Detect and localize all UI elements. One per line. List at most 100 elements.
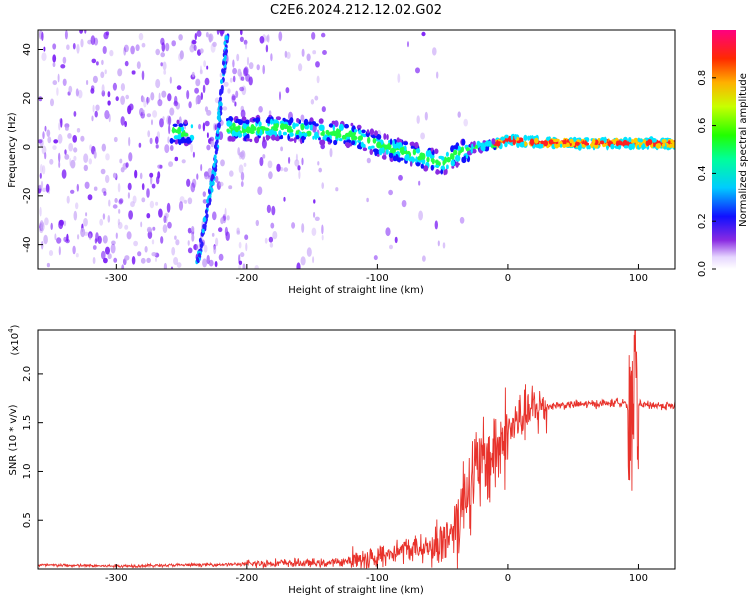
noise-speckle: [191, 226, 195, 233]
noise-speckle: [100, 71, 105, 79]
noise-speckle: [52, 43, 57, 50]
noise-speckle: [92, 104, 95, 113]
noise-speckle: [91, 58, 97, 64]
noise-speckle: [193, 44, 197, 52]
streak-cell: [209, 181, 213, 187]
noise-speckle: [70, 159, 76, 169]
noise-speckle: [297, 165, 301, 171]
y-tick-label: 20: [22, 92, 33, 105]
ridge-cell: [415, 156, 418, 163]
noise-speckle: [83, 153, 89, 163]
noise-speckle: [125, 162, 129, 168]
noise-speckle: [158, 92, 161, 101]
ridge-cell: [369, 128, 375, 136]
ridge-cell: [484, 141, 487, 147]
noise-speckle: [240, 252, 245, 258]
noise-speckle: [44, 125, 47, 132]
ridge-cell: [415, 148, 421, 154]
noise-speckle: [206, 254, 210, 265]
noise-speckle: [117, 221, 123, 230]
noise-speckle: [57, 133, 63, 144]
noise-speckle: [258, 106, 263, 113]
noise-speckle: [70, 189, 75, 194]
noise-speckle: [198, 123, 202, 130]
noise-speckle: [137, 251, 142, 257]
noise-speckle: [131, 70, 136, 75]
noise-speckle: [212, 211, 217, 221]
noise-speckle: [170, 266, 174, 269]
noise-speckle: [108, 199, 111, 207]
ridge-cell: [177, 134, 182, 140]
ridge-cell: [178, 123, 184, 128]
ridge-cell: [320, 132, 324, 136]
ridge-cell: [450, 153, 454, 158]
ridge-cell: [289, 117, 294, 124]
noise-speckle: [80, 135, 85, 142]
noise-speckle: [92, 245, 97, 250]
noise-speckle: [152, 110, 158, 118]
noise-speckle: [178, 201, 184, 211]
noise-speckle: [199, 48, 204, 54]
bottom-y-axis: 0.5 1.0 1.5 2.0: [22, 366, 43, 528]
x-tick-label: 100: [629, 573, 648, 584]
ridge-cell: [543, 140, 549, 147]
noise-speckle: [158, 208, 163, 218]
ridge-cell: [374, 130, 378, 137]
noise-speckle: [151, 239, 155, 245]
ridge-cell: [504, 134, 509, 139]
ridge-cell: [279, 136, 284, 140]
ridge-cell: [491, 138, 496, 145]
noise-speckle: [267, 160, 273, 169]
ridge-cell: [392, 155, 398, 162]
noise-speckle: [204, 120, 210, 127]
noise-speckle: [194, 33, 197, 41]
noise-speckle: [244, 234, 249, 240]
ridge-cell: [235, 118, 241, 122]
ridge-cell: [440, 169, 444, 175]
ridge-cell: [178, 137, 182, 146]
noise-speckle: [268, 110, 272, 116]
noise-speckle: [240, 76, 245, 81]
ridge-cell: [409, 161, 413, 167]
noise-speckle: [95, 232, 99, 242]
noise-speckle: [139, 172, 143, 180]
ridge-cell: [338, 138, 343, 142]
noise-speckle: [110, 243, 116, 254]
ridge-cell: [638, 138, 644, 143]
noise-speckle: [157, 99, 163, 107]
noise-speckle: [104, 110, 110, 120]
ridge-cell: [171, 139, 176, 143]
noise-speckle: [84, 181, 90, 189]
noise-speckle: [397, 73, 401, 83]
noise-speckle: [46, 129, 51, 137]
noise-speckle: [279, 91, 281, 101]
ridge-cell: [300, 135, 306, 141]
noise-speckle: [150, 92, 155, 101]
colorbar-tick-label: 0.0: [697, 261, 708, 277]
ridge-cell: [527, 135, 530, 141]
noise-speckle: [49, 158, 54, 165]
streak-cell: [200, 241, 204, 247]
ridge-cell: [327, 131, 330, 136]
noise-speckle: [246, 56, 250, 66]
noise-speckle: [311, 227, 317, 236]
noise-speckle: [321, 224, 324, 235]
noise-speckle: [50, 222, 53, 230]
noise-speckle: [169, 76, 172, 84]
snr-series-line: [38, 330, 675, 569]
noise-speckle: [269, 242, 274, 248]
ridge-cell: [319, 139, 325, 146]
ridge-cell: [396, 141, 400, 149]
noise-speckle: [215, 237, 219, 247]
noise-speckle: [155, 257, 157, 262]
noise-speckle: [248, 76, 253, 86]
ridge-cell: [441, 156, 445, 161]
ridge-cell: [400, 150, 405, 156]
noise-speckle: [38, 184, 42, 189]
ridge-cell: [535, 144, 540, 148]
noise-speckle: [149, 137, 153, 145]
ridge-cell: [584, 142, 590, 146]
noise-speckle: [56, 87, 59, 96]
noise-speckle: [206, 65, 209, 70]
noise-speckle: [68, 142, 74, 152]
